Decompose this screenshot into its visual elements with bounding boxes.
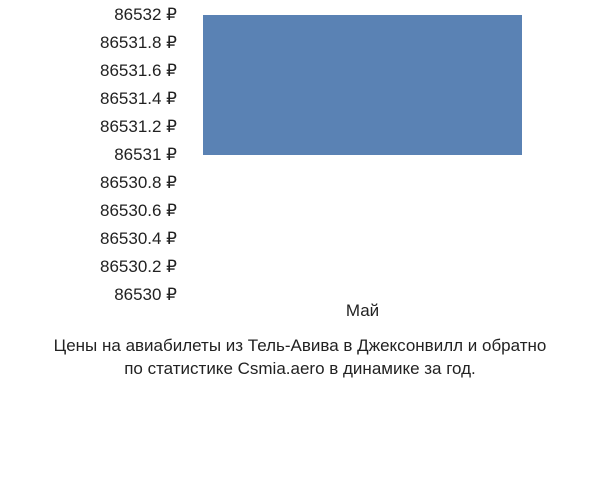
- y-tick-label: 86531 ₽: [114, 145, 185, 165]
- y-tick-label: 86530.2 ₽: [100, 257, 185, 277]
- y-tick-label: 86532 ₽: [114, 5, 185, 25]
- bar: [203, 15, 523, 155]
- y-tick-label: 86530.4 ₽: [100, 229, 185, 249]
- y-tick-label: 86530.8 ₽: [100, 173, 185, 193]
- x-tick-label: Май: [346, 295, 379, 321]
- y-tick-label: 86530.6 ₽: [100, 201, 185, 221]
- price-chart: 86530 ₽ 86530.2 ₽ 86530.4 ₽ 86530.6 ₽ 86530.…: [0, 0, 600, 500]
- caption-line: Цены на авиабилеты из Тель-Авива в Джекс…: [0, 335, 600, 358]
- y-tick-label: 86531.8 ₽: [100, 33, 185, 53]
- caption-line: по статистике Csmia.aero в динамике за г…: [0, 358, 600, 381]
- y-tick-label: 86531.4 ₽: [100, 89, 185, 109]
- plot-area: 86530 ₽86530.2 ₽86530.4 ₽86530.6 ₽86530.…: [185, 15, 540, 295]
- y-tick-label: 86530 ₽: [114, 285, 185, 305]
- chart-caption: Цены на авиабилеты из Тель-Авива в Джекс…: [0, 335, 600, 381]
- y-tick-label: 86531.2 ₽: [100, 117, 185, 137]
- y-tick-label: 86531.6 ₽: [100, 61, 185, 81]
